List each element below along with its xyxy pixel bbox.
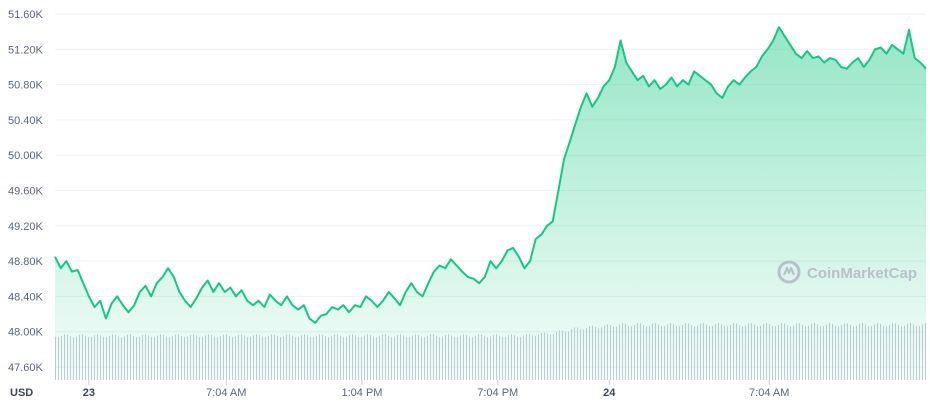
watermark: CoinMarketCap xyxy=(777,260,917,284)
price-area-fill xyxy=(55,27,926,380)
y-axis-ticks: 51.60K 51.20K 50.80K 50.40K 50.00K 49.60K 49.2… xyxy=(8,9,44,374)
y-tick-label: 51.20K xyxy=(8,44,44,56)
x-tick-label: 24 xyxy=(603,387,616,399)
y-tick-label: 49.60K xyxy=(8,186,44,198)
x-tick-label: 7:04 PM xyxy=(477,387,518,399)
x-tick-label: 23 xyxy=(83,387,95,399)
y-tick-label: 48.80K xyxy=(8,256,44,268)
coinmarketcap-logo-icon xyxy=(777,260,801,284)
currency-label: USD xyxy=(10,387,33,399)
x-tick-label: 1:04 PM xyxy=(342,387,383,399)
y-tick-label: 51.60K xyxy=(8,9,44,21)
y-tick-label: 49.20K xyxy=(8,221,44,233)
y-tick-label: 48.40K xyxy=(8,291,44,303)
y-tick-label: 50.40K xyxy=(8,115,44,127)
y-tick-label: 48.00K xyxy=(8,327,44,339)
x-tick-label: 7:04 AM xyxy=(206,387,246,399)
y-tick-label: 47.60K xyxy=(8,362,44,374)
x-axis-ticks: 23 7:04 AM 1:04 PM 7:04 PM 24 7:04 AM xyxy=(83,380,789,399)
x-tick-label: 7:04 AM xyxy=(749,387,789,399)
watermark-text: CoinMarketCap xyxy=(807,265,917,282)
price-line[interactable] xyxy=(54,26,927,324)
y-tick-label: 50.00K xyxy=(8,150,44,162)
y-tick-label: 50.80K xyxy=(8,80,44,92)
